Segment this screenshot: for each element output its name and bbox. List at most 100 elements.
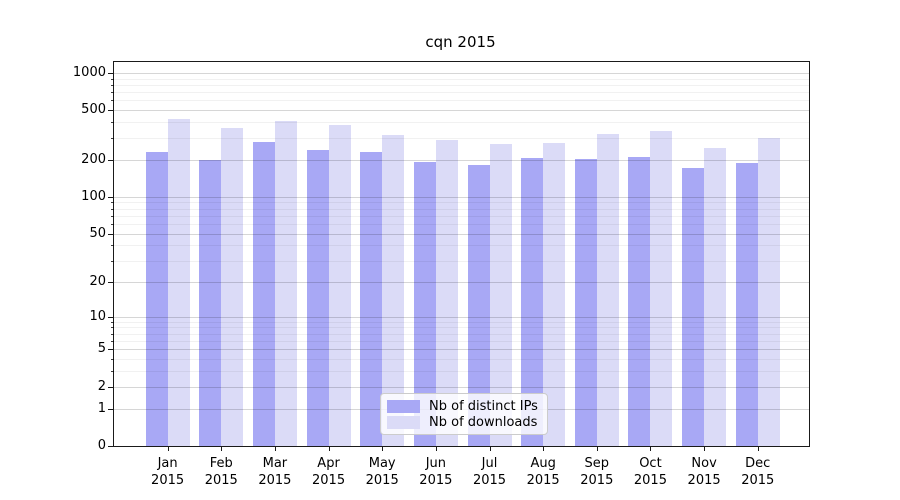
gridline-major xyxy=(114,196,809,198)
x-tick-label-line: 2015 xyxy=(204,473,238,488)
gridline-minor xyxy=(114,137,809,139)
x-tick-mark xyxy=(596,446,598,451)
x-tick-label-line: Mar xyxy=(262,456,288,471)
bar-distinct-ips-mar xyxy=(252,141,275,446)
y-tick-mark xyxy=(108,386,114,388)
gridline-minor xyxy=(114,122,809,124)
x-tick-label-jul: Jul 2015 xyxy=(458,455,522,489)
x-tick-label-line: 2015 xyxy=(312,473,346,488)
y-minor-tick-mark xyxy=(111,84,114,86)
bar-distinct-ips-feb xyxy=(199,160,222,446)
y-minor-tick-mark xyxy=(111,371,114,373)
gridline-minor xyxy=(114,215,809,217)
x-tick-label-jan: Jan 2015 xyxy=(136,455,200,489)
legend-swatch-distinct-ips-icon xyxy=(387,399,420,413)
bar-distinct-ips-oct xyxy=(628,156,651,446)
y-minor-tick-mark xyxy=(111,260,114,262)
bar-downloads-jan xyxy=(167,118,190,446)
x-tick-label-oct: Oct 2015 xyxy=(618,455,682,489)
gridline-minor xyxy=(114,245,809,247)
bar-distinct-ips-jun xyxy=(413,161,436,446)
gridline-major xyxy=(114,110,809,112)
x-tick-mark xyxy=(167,446,169,451)
x-tick-label-mar: Mar 2015 xyxy=(243,455,307,489)
gridline-minor xyxy=(114,371,809,373)
gridline-major xyxy=(114,233,809,235)
gridline-minor xyxy=(114,260,809,262)
plot-area: 0 1 2 5 10 20 50 100 200 500 1000 Jan 2015 Feb 2015 Ma… xyxy=(73,61,810,488)
bar-downloads-aug xyxy=(543,143,566,446)
x-tick-label-line: Feb xyxy=(209,456,233,471)
x-tick-label-line: 2015 xyxy=(526,473,560,488)
y-minor-tick-mark xyxy=(111,359,114,361)
x-tick-label-line: May xyxy=(368,456,396,471)
chart-title: cqn 2015 xyxy=(425,33,496,51)
y-minor-tick-mark xyxy=(111,92,114,94)
y-tick-mark xyxy=(108,233,114,235)
bar-distinct-ips-nov xyxy=(682,167,705,446)
x-tick-label-line: Jan xyxy=(157,456,178,471)
y-minor-tick-mark xyxy=(111,327,114,329)
y-minor-tick-mark xyxy=(111,245,114,247)
x-tick-mark xyxy=(274,446,276,451)
legend-label-downloads: Nb of downloads xyxy=(429,414,538,430)
y-tick-label: 0 xyxy=(97,438,106,453)
legend: Nb of distinct IPs Nb of downloads xyxy=(380,393,548,435)
bar-downloads-nov xyxy=(704,147,727,446)
x-tick-label-line: Apr xyxy=(317,456,340,471)
gridline-minor xyxy=(114,359,809,361)
legend-label-distinct-ips: Nb of distinct IPs xyxy=(429,398,538,414)
x-tick-label-sep: Sep 2015 xyxy=(565,455,629,489)
gridline-minor xyxy=(114,100,809,102)
y-tick-label: 200 xyxy=(81,151,106,167)
y-tick-label: 2 xyxy=(97,378,106,394)
x-tick-label-line: 2015 xyxy=(687,473,721,488)
y-minor-tick-mark xyxy=(111,100,114,102)
gridline-major xyxy=(114,349,809,351)
y-tick-mark xyxy=(108,110,114,112)
y-minor-tick-mark xyxy=(111,321,114,323)
y-minor-tick-mark xyxy=(111,208,114,210)
gridline-minor xyxy=(114,78,809,80)
x-tick-label-apr: Apr 2015 xyxy=(297,455,361,489)
x-tick-label-line: 2015 xyxy=(472,473,507,488)
x-tick-label-line: 2015 xyxy=(258,473,292,488)
bar-downloads-oct xyxy=(650,130,673,446)
gridline-minor xyxy=(114,321,809,323)
x-tick-label-nov: Nov 2015 xyxy=(672,455,736,489)
bar-downloads-feb xyxy=(221,127,244,446)
x-tick-mark xyxy=(489,446,491,451)
x-tick-mark xyxy=(650,446,652,451)
y-tick-label: 500 xyxy=(81,102,106,118)
gridline-minor xyxy=(114,92,809,94)
bar-downloads-sep xyxy=(596,134,619,446)
y-tick-mark xyxy=(108,159,114,161)
y-tick-label: 20 xyxy=(89,273,106,289)
bar-downloads-jun xyxy=(435,139,458,446)
x-tick-label-line: Jun xyxy=(425,456,446,471)
y-minor-tick-mark xyxy=(111,122,114,124)
bar-distinct-ips-jul xyxy=(467,165,490,446)
gridline-major xyxy=(114,159,809,161)
x-tick-label-line: 2015 xyxy=(741,473,775,488)
y-tick-label: 1 xyxy=(97,400,106,416)
x-tick-mark xyxy=(704,446,706,451)
bar-distinct-ips-dec xyxy=(735,163,758,446)
bar-distinct-ips-aug xyxy=(521,158,544,446)
gridline-minor xyxy=(114,208,809,210)
y-tick-mark xyxy=(108,446,114,447)
y-minor-tick-mark xyxy=(111,215,114,217)
gridline-minor xyxy=(114,84,809,86)
gridline-minor xyxy=(114,223,809,225)
y-minor-tick-mark xyxy=(111,223,114,225)
y-tick-label: 1000 xyxy=(72,64,106,80)
x-tick-label-line: Sep xyxy=(584,456,610,471)
x-tick-label-jun: Jun 2015 xyxy=(404,455,468,489)
x-tick-mark xyxy=(382,446,384,451)
gridline-minor xyxy=(114,327,809,329)
bar-downloads-dec xyxy=(757,137,780,446)
y-tick-mark xyxy=(108,281,114,283)
y-tick-mark xyxy=(108,408,114,410)
x-tick-label-line: 2015 xyxy=(633,473,667,488)
